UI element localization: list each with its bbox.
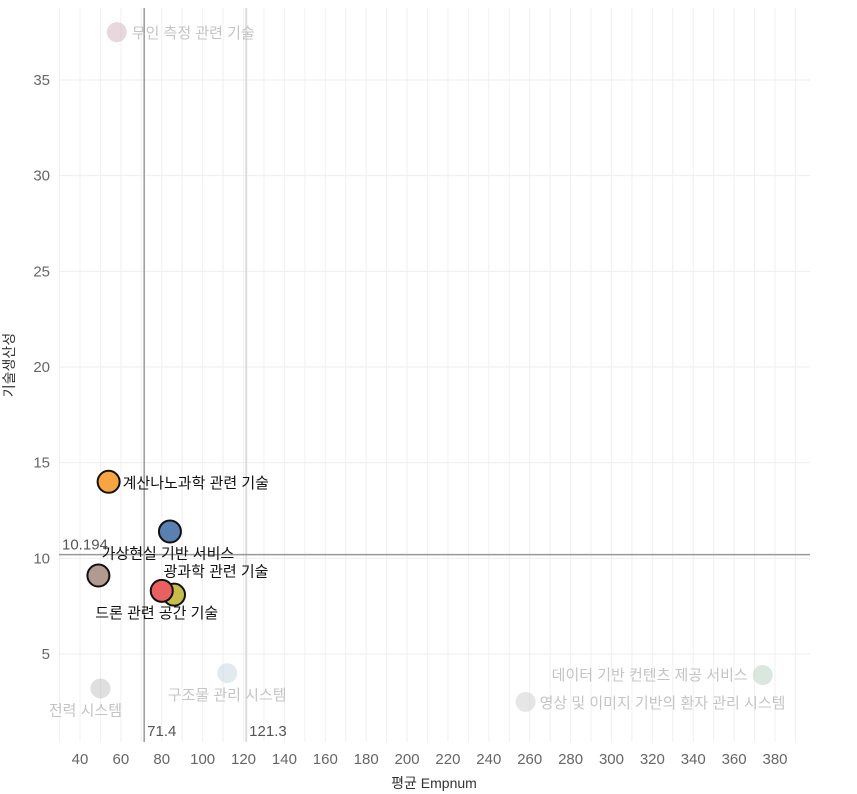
point-label: 계산나노과학 관련 기술 [123, 475, 269, 492]
x-tick-label: 380 [762, 751, 787, 768]
data-point[interactable] [86, 563, 111, 588]
y-gridlines [59, 79, 810, 655]
x-axis-ticks: 40 60 80 100 120 140 160 180 200 220 240 260 280 300 3… [72, 751, 788, 768]
data-point[interactable] [90, 678, 111, 699]
y-tick-label: 30 [33, 168, 50, 185]
x-tick-label: 40 [72, 751, 89, 768]
data-point[interactable] [96, 469, 121, 494]
x-tick-label: 360 [722, 751, 747, 768]
data-points [86, 22, 773, 712]
x-tick-label: 300 [599, 751, 624, 768]
x-tick-label: 120 [231, 751, 256, 768]
reference-lines: 71.4 121.3 10.194 [59, 8, 810, 742]
point-label: 무인 측정 관련 기술 [132, 25, 255, 42]
y-tick-label: 35 [33, 72, 50, 89]
y-tick-label: 5 [42, 646, 50, 663]
x-tick-label: 100 [190, 751, 215, 768]
data-point[interactable] [149, 578, 174, 603]
data-point[interactable] [157, 519, 182, 544]
y-tick-label: 20 [33, 359, 50, 376]
x-tick-label: 340 [681, 751, 706, 768]
x-tick-label: 140 [272, 751, 297, 768]
x-tick-label: 320 [640, 751, 665, 768]
x-tick-label: 200 [395, 751, 420, 768]
y-tick-label: 10 [33, 550, 50, 567]
x-tick-label: 80 [153, 751, 170, 768]
x-tick-label: 280 [558, 751, 583, 768]
point-label: 광과학 관련 기술 [164, 564, 269, 581]
point-label: 영상 및 이미지 기반의 환자 관리 시스템 [540, 695, 786, 712]
x-gridlines [59, 8, 796, 742]
x-tick-label: 220 [435, 751, 460, 768]
point-label: 전력 시스템 [49, 702, 122, 719]
point-label: 드론 관련 공간 기술 [95, 605, 218, 622]
point-label: 구조물 관리 시스템 [168, 687, 287, 704]
data-point[interactable] [752, 665, 773, 686]
x-axis-title: 평균 Empnum [391, 775, 477, 791]
reference-line-label: 10.194 [62, 537, 108, 554]
reference-line-label: 71.4 [147, 723, 176, 740]
x-tick-label: 240 [476, 751, 501, 768]
data-point[interactable] [515, 691, 536, 712]
data-point[interactable] [217, 663, 238, 684]
y-tick-label: 25 [33, 263, 50, 280]
x-tick-label: 60 [113, 751, 130, 768]
x-tick-label: 180 [354, 751, 379, 768]
x-tick-label: 160 [313, 751, 338, 768]
point-label: 데이터 기반 컨텐츠 제공 서비스 [552, 667, 748, 684]
y-tick-label: 15 [33, 455, 50, 472]
y-axis-ticks: 5 10 15 20 25 30 35 [33, 72, 50, 663]
y-axis-title: 기술생산성 [1, 333, 17, 397]
reference-line-label: 121.3 [249, 723, 287, 740]
point-label: 가상현실 기반 서비스 [102, 546, 235, 563]
data-point[interactable] [106, 22, 127, 43]
x-tick-label: 260 [517, 751, 542, 768]
